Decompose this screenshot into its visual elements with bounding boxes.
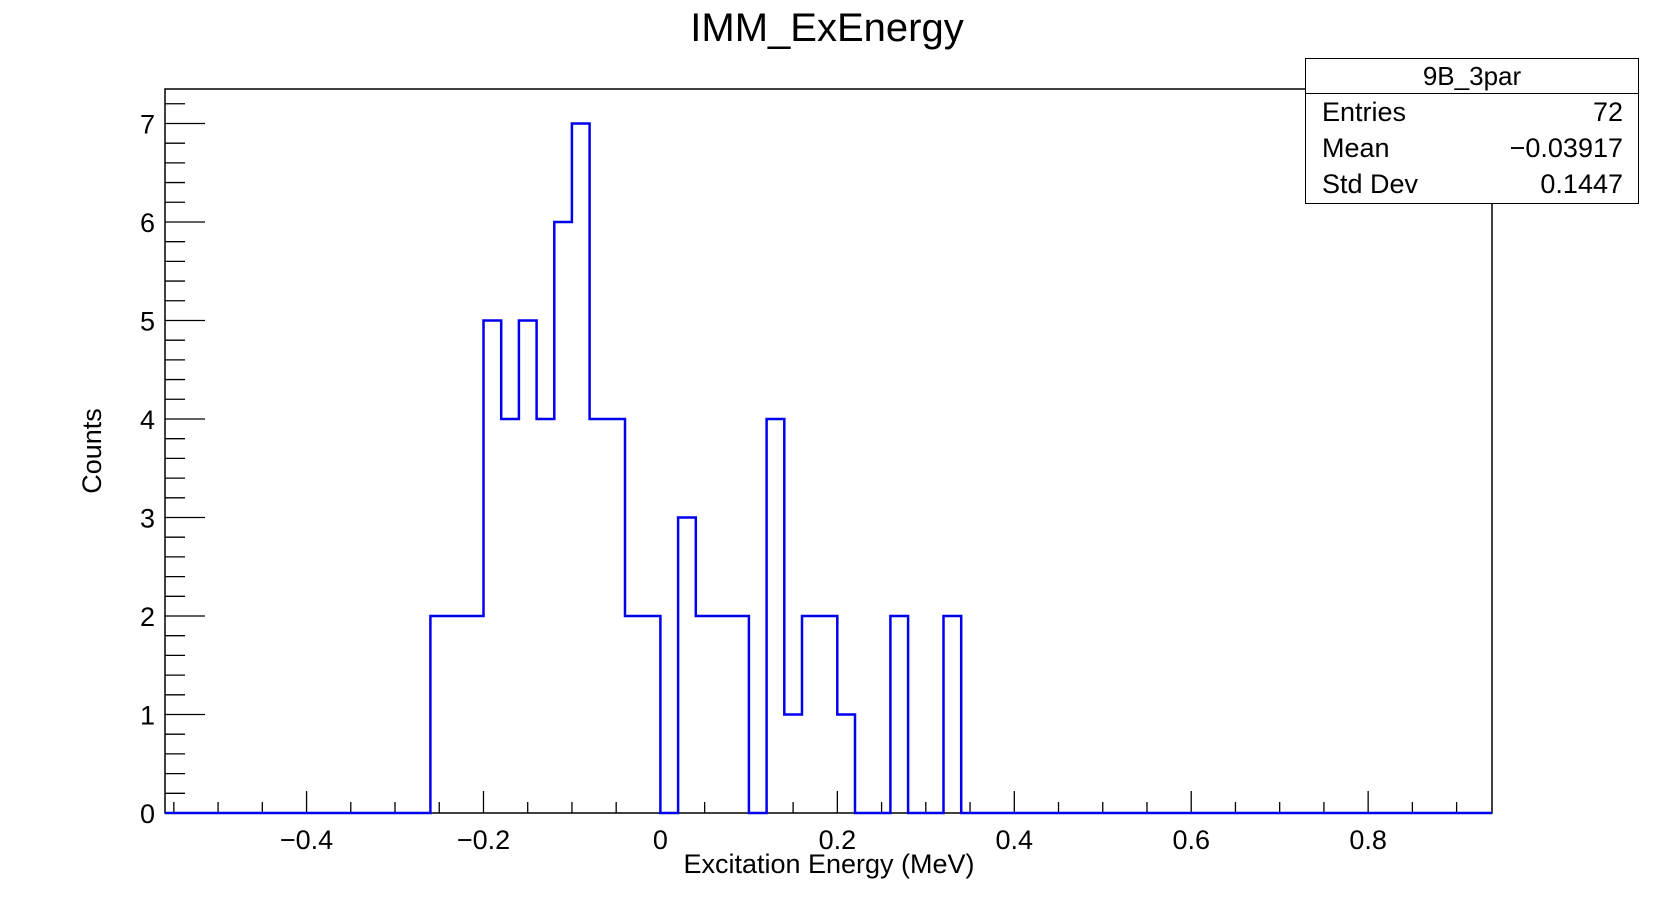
stats-row-entries: Entries 72	[1306, 94, 1638, 130]
stats-row-mean: Mean −0.03917	[1306, 130, 1638, 166]
y-tick-label: 7	[140, 109, 155, 139]
histogram-bin	[678, 517, 696, 813]
histogram-bin	[537, 419, 555, 813]
histogram-bin	[607, 419, 625, 813]
x-tick-label: 0	[653, 825, 668, 855]
stats-value: 72	[1592, 97, 1623, 127]
x-tick-label: −0.4	[280, 825, 333, 855]
plot-frame	[164, 88, 1493, 814]
histogram-bins	[430, 123, 961, 813]
x-tick-label: 0.2	[819, 825, 857, 855]
stats-label: Mean	[1322, 133, 1390, 163]
histogram-bin	[430, 616, 448, 813]
histogram-bin	[713, 616, 731, 813]
x-tick-label: 0.8	[1349, 825, 1387, 855]
histogram-bin	[696, 616, 714, 813]
histogram-bin	[625, 616, 643, 813]
histogram-bin	[501, 419, 519, 813]
histogram-bin	[890, 616, 908, 813]
histogram-bin	[554, 222, 572, 813]
stats-value: −0.03917	[1509, 133, 1623, 163]
x-axis-label: Excitation Energy (MeV)	[683, 849, 974, 879]
histogram-bin	[483, 320, 501, 813]
histogram-bin	[572, 123, 590, 813]
histogram-outline	[165, 122, 1492, 815]
histogram-bin	[590, 419, 608, 813]
histogram-bin	[731, 616, 749, 813]
chart-title: IMM_ExEnergy	[690, 6, 963, 50]
stats-box: 9B_3par Entries 72 Mean −0.03917 Std Dev…	[1305, 58, 1639, 204]
x-tick-label: 0.6	[1172, 825, 1210, 855]
stats-title: 9B_3par	[1306, 59, 1638, 94]
y-tick-label: 5	[140, 306, 155, 336]
histogram-bin	[448, 616, 466, 813]
y-tick-label: 0	[140, 799, 155, 829]
tick-labels: −0.4 −0.2 0 0.2 0.4 0.6 0.8 0 1 2 3 4 5 6 7	[140, 109, 1387, 855]
histogram-bin	[784, 714, 802, 813]
x-tick-label: 0.4	[996, 825, 1034, 855]
histogram-bin	[466, 616, 484, 813]
x-tick-label: −0.2	[457, 825, 510, 855]
histogram-bin	[767, 419, 785, 813]
stats-value: 0.1447	[1540, 169, 1623, 199]
y-tick-label: 6	[140, 208, 155, 238]
histogram-bin	[802, 616, 820, 813]
histogram-bin	[944, 616, 962, 813]
histogram-bin	[837, 714, 855, 813]
histogram-bin	[643, 616, 661, 813]
y-tick-label: 3	[140, 503, 155, 533]
y-axis-label: Counts	[77, 408, 107, 494]
y-tick-label: 4	[140, 405, 155, 435]
histogram-bin	[820, 616, 838, 813]
y-tick-label: 1	[140, 700, 155, 730]
stats-row-stddev: Std Dev 0.1447	[1306, 166, 1638, 202]
stats-label: Std Dev	[1322, 169, 1419, 199]
axis-ticks	[165, 103, 1458, 814]
y-tick-label: 2	[140, 602, 155, 632]
stats-label: Entries	[1322, 97, 1407, 127]
histogram-bin	[519, 320, 537, 813]
